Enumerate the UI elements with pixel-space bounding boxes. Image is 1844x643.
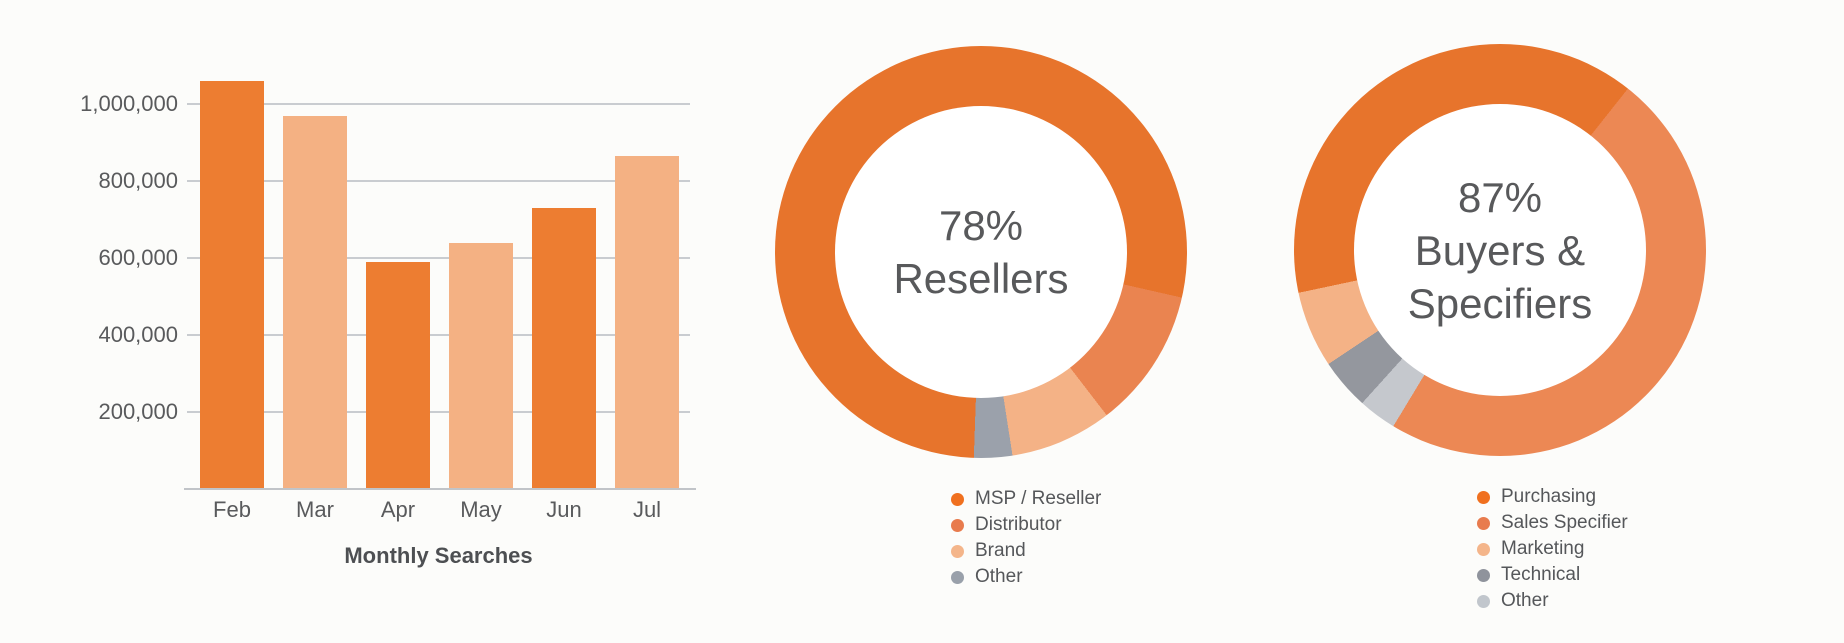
legend-dot-icon bbox=[951, 570, 964, 584]
bar-May bbox=[449, 242, 513, 489]
legend-dot-icon bbox=[951, 492, 964, 506]
bar-Jun bbox=[532, 207, 596, 489]
monthly-searches-bar-chart: 200,000 400,000 600,000 800,000 1,000,000 Fe… bbox=[0, 0, 760, 643]
legend-dot-icon bbox=[1477, 568, 1490, 582]
legend-label: Other bbox=[1501, 590, 1549, 611]
legend-item-technical: Technical bbox=[1477, 562, 1628, 588]
legend-label: Technical bbox=[1501, 564, 1581, 585]
donut-center-text-line: Resellers bbox=[893, 255, 1069, 302]
legend-item-msp-reseller: MSP / Reseller bbox=[951, 486, 1101, 512]
legend-item-other: Other bbox=[951, 564, 1101, 590]
x-axis-title: Monthly Searches bbox=[344, 543, 533, 568]
y-tick-label: 600,000 bbox=[98, 245, 178, 270]
legend-dot-icon bbox=[1477, 516, 1490, 530]
donut-center-text-line: 78% bbox=[938, 202, 1024, 249]
legend-label: Marketing bbox=[1501, 538, 1585, 559]
bar-Feb bbox=[200, 80, 264, 489]
legend-dot-icon bbox=[1477, 594, 1490, 608]
legend-label: Sales Specifier bbox=[1501, 512, 1628, 533]
buyers-specifiers-donut-hole: 87% Buyers & Specifiers bbox=[1354, 104, 1646, 396]
y-tick-label: 800,000 bbox=[98, 168, 178, 193]
donut-center-text-line: Buyers & bbox=[1414, 226, 1586, 274]
x-tick-label-Jul: Jul bbox=[632, 497, 662, 522]
legend-dot-icon bbox=[951, 518, 964, 532]
bar-Jul bbox=[615, 155, 679, 489]
x-tick-label-Mar: Mar bbox=[296, 497, 334, 522]
resellers-center-label: 78% Resellers bbox=[893, 199, 1068, 305]
legend-label: Distributor bbox=[975, 514, 1062, 535]
gridline-600,000 bbox=[187, 257, 690, 259]
x-tick-label-May: May bbox=[460, 497, 502, 522]
x-tick-label-Feb: Feb bbox=[213, 497, 251, 522]
resellers-donut-chart: 78% Resellers bbox=[775, 46, 1187, 458]
x-tick-label-Apr: Apr bbox=[380, 497, 416, 522]
legend-item-brand: Brand bbox=[951, 538, 1101, 564]
bar-Mar bbox=[283, 115, 347, 489]
legend-item-distributor: Distributor bbox=[951, 512, 1101, 538]
buyers-specifiers-center-label: 87% Buyers & Specifiers bbox=[1408, 171, 1592, 330]
y-tick-label: 200,000 bbox=[98, 399, 178, 424]
gridline-400,000 bbox=[187, 334, 690, 336]
legend-label: MSP / Reseller bbox=[975, 488, 1102, 509]
gridline-1,000,000 bbox=[187, 103, 690, 105]
legend-item-marketing: Marketing bbox=[1477, 536, 1628, 562]
legend-dot-icon bbox=[951, 544, 964, 558]
gridline-200,000 bbox=[187, 411, 690, 413]
legend-dot-icon bbox=[1477, 490, 1490, 504]
y-tick-label: 400,000 bbox=[98, 322, 178, 347]
legend-dot-icon bbox=[1477, 542, 1490, 556]
y-tick-label: 1,000,000 bbox=[80, 91, 178, 116]
x-tick-label-Jun: Jun bbox=[546, 497, 582, 522]
legend-label: Purchasing bbox=[1501, 486, 1597, 507]
legend-item-purchasing: Purchasing bbox=[1477, 484, 1628, 510]
legend-item-sales-specifier: Sales Specifier bbox=[1477, 510, 1628, 536]
buyers-specifiers-donut-chart: 87% Buyers & Specifiers bbox=[1294, 44, 1706, 456]
legend-item-other: Other bbox=[1477, 588, 1628, 614]
donut-center-text-line: 87% bbox=[1457, 173, 1543, 221]
gridline-800,000 bbox=[187, 180, 690, 182]
bar-Apr bbox=[366, 261, 430, 489]
legend-label: Other bbox=[975, 566, 1023, 587]
legend-label: Brand bbox=[975, 540, 1026, 561]
resellers-legend: MSP / Reseller Distributor Brand Other bbox=[951, 486, 1101, 590]
x-axis-line bbox=[184, 488, 696, 490]
donut-center-text-line: Specifiers bbox=[1407, 279, 1593, 327]
resellers-donut-hole: 78% Resellers bbox=[835, 106, 1127, 398]
buyers-specifiers-legend: Purchasing Sales Specifier Marketing Techni… bbox=[1477, 484, 1628, 614]
